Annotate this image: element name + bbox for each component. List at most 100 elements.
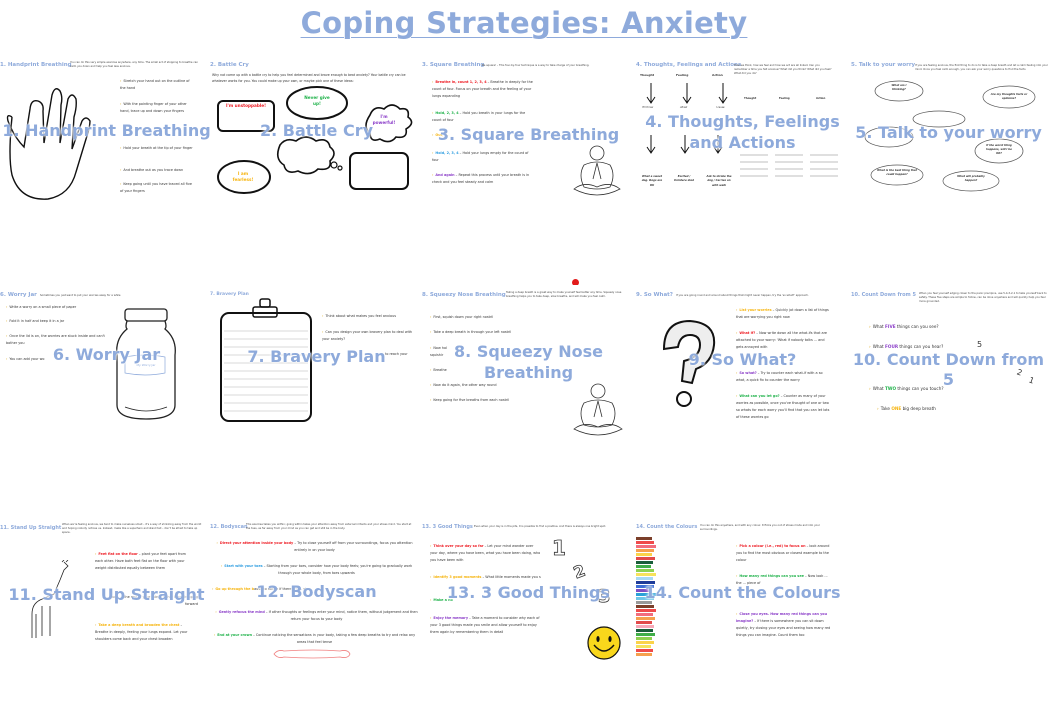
bullet: › List your worries – Quickly jot down a … xyxy=(736,308,829,319)
slide-overlay-label: 10. Count Down from 5 xyxy=(852,350,1045,389)
slide-overlay-label: 4. Thoughts, Feelings and Actions xyxy=(645,112,840,152)
page-title: Coping Strategies: Anxiety xyxy=(300,6,748,40)
bullet: › Breathe xyxy=(430,368,447,372)
worksheet-header: Thought xyxy=(744,97,757,100)
slide-description: Be square! – This four-by-four technique… xyxy=(482,64,590,67)
hand-outline-icon xyxy=(6,88,91,200)
bullet: › Stretch your hand out on the outline of… xyxy=(120,79,190,90)
bullet: › What FOUR things can you hear? xyxy=(869,344,944,349)
slide-description: This exercise takes you within; going wi… xyxy=(246,523,412,530)
slide-description: Taking a deep breath is a great way to m… xyxy=(506,291,622,298)
slide-heading: 10. Count Down from 5 xyxy=(851,292,916,298)
bullet: to reach your xyxy=(385,352,408,356)
bubble-text: I'm unstoppable! xyxy=(226,103,266,108)
bullet: › Direct your attention inside your body … xyxy=(216,541,413,552)
bullet: › Feet flat on the floor – plant your fee… xyxy=(95,552,186,570)
example-cell: Ask to stroke the dog / Carries on with … xyxy=(706,175,732,187)
slide-squeezy-nose-breathing[interactable]: 8. Squeezy Nose Breathing Taking a deep … xyxy=(422,285,635,445)
bullet: › Think over your day so far – Let your m… xyxy=(430,544,541,562)
bullet: › Once the lid is on, the worries are stu… xyxy=(6,334,105,345)
slide-overlay-label: 5. Talk to your worry xyxy=(855,123,1042,142)
slide-handprint-breathing[interactable]: 1. Handprint Breathing You can do this v… xyxy=(0,55,213,215)
bullet: › Can you design your own bravery plan to… xyxy=(322,330,413,341)
slide-heading: 12. Bodyscan xyxy=(210,524,248,530)
bullet: › Take a deep breath in through your left… xyxy=(430,330,512,334)
slide-description: Even when your day is in the pits, it is… xyxy=(474,525,607,528)
slide-heading: 2. Battle Cry xyxy=(210,62,249,68)
bullet: › What FIVE things can you see? xyxy=(869,324,939,329)
cloud-question: What will probably happen? xyxy=(957,175,985,182)
bullet: › Keep going for five breaths from each n… xyxy=(430,398,510,402)
slide-so-what[interactable]: 9. So What? If you are going round and a… xyxy=(636,285,849,445)
bullet: › Make a no xyxy=(430,598,453,602)
example-cell: Excited / Unintere sted xyxy=(673,175,695,183)
slide-heading: 14. Count the Colours xyxy=(636,524,698,530)
bullet: › Go up through the bause to notice if th… xyxy=(212,587,309,591)
outlined-digit: 2 xyxy=(570,560,589,583)
down-arrows-icon xyxy=(646,83,728,154)
cloud-question: What am I thinking? xyxy=(891,84,907,91)
slide-description: If you are feeling anxious, the first th… xyxy=(915,64,1048,71)
slide-heading: 4. Thoughts, Feelings and Actions xyxy=(636,62,742,68)
slide-overlay-label: 3. Square Breathing xyxy=(437,125,620,144)
slide-overlay-label: 14. Count the Colours xyxy=(644,583,841,602)
bullet: › Hold, 2, 3, 4 – Hold your lungs empty f… xyxy=(432,151,529,162)
bubble-text: I am fearless! xyxy=(232,171,254,182)
slide-heading: 9. So What? xyxy=(636,292,673,298)
bullet: › And breathe out as you trace down xyxy=(120,168,184,172)
giraffe-icon xyxy=(31,560,69,638)
bullet: › Close you eyes. How many red things can… xyxy=(736,612,831,637)
slide-3-good-things[interactable]: 13. 3 Good Things Even when your day is … xyxy=(422,515,635,675)
slide-description: Sometimes you just want to put your worr… xyxy=(40,294,121,297)
bullet: › Write a worry on a small piece of paper xyxy=(6,305,77,309)
bullet: › You can add your wo xyxy=(6,357,45,361)
bullet: › Enjoy the memory – Take a moment to con… xyxy=(430,616,540,634)
slide-bravery-plan[interactable]: 7. Bravery Plan › Think about what makes … xyxy=(210,285,423,445)
slide-description: If you are going round and around about … xyxy=(676,294,809,297)
slide-overlay-label: 13. 3 Good Things xyxy=(447,583,610,602)
bullet: › Pick a colour (i.e., red) to focus on –… xyxy=(736,544,830,562)
question-mark-icon xyxy=(662,319,716,407)
meditating-figure-icon xyxy=(573,145,621,196)
example-cell: It'll throw xyxy=(642,106,654,109)
column-header: Feeling xyxy=(676,73,689,77)
bullet: › And again – Repeat this process until y… xyxy=(432,173,530,184)
slide-overlay-label: 8. Squeezy Nose Breathing xyxy=(454,342,603,382)
bullet: › Now hol squishir xyxy=(430,346,447,357)
bullet: › What can you let go? – Counter as many … xyxy=(736,394,830,419)
bullet: › Keep going until you have traced all fi… xyxy=(120,182,192,193)
slide-description: You can do this anywhere, and with any c… xyxy=(700,524,820,531)
bullet: › With the pointing finger of your other … xyxy=(120,102,187,113)
slide-description: You can do this very simple exercise any… xyxy=(70,61,199,68)
slide-description: Why not come up with a battle cry to hel… xyxy=(212,73,406,83)
slide-description: When you feel yourself edging closer to … xyxy=(919,292,1047,303)
slide-overlay-label: 12. Bodyscan xyxy=(256,582,377,601)
slide-stand-up-straight[interactable]: 11. Stand Up Straight When we're feeling… xyxy=(0,515,213,675)
slide-count-down-from-5[interactable]: 10. Count Down from 5 When you feel your… xyxy=(849,285,1048,445)
bullet: › Take ONE big deep breath xyxy=(877,406,936,411)
bubble-text: I'm powerful! xyxy=(372,114,396,125)
slide-talk-to-your-worry[interactable]: 5. Talk to your worry If you are feeling… xyxy=(849,55,1048,215)
slide-overlay-label: 11. Stand Up Straight xyxy=(8,585,205,604)
bullet: ack. ... the rest of your spine, rather … xyxy=(111,595,198,606)
slide-square-breathing[interactable]: 3. Square Breathing Be square! – This fo… xyxy=(422,55,635,215)
slide-battle-cry[interactable]: 2. Battle Cry Why not come up with a bat… xyxy=(210,55,423,215)
slide-heading: 3. Square Breathing xyxy=(422,62,485,68)
bullet: › Think about what makes you feel anxious xyxy=(322,314,396,318)
bullet: › Fold it in half and keep it in a jar xyxy=(6,319,65,323)
slide-heading: 1. Handprint Breathing xyxy=(0,62,72,68)
column-header: Thought xyxy=(640,73,655,77)
cursor-marker-dot xyxy=(572,279,579,286)
bullet: › End at your crown – Continue noticing t… xyxy=(213,633,416,644)
slide-heading: 8. Squeezy Nose Breathing xyxy=(422,292,506,298)
bullet: › Now do it again, the other way round xyxy=(430,383,497,387)
slide-bodyscan[interactable]: 12. Bodyscan This exercise takes you wit… xyxy=(210,515,423,675)
example-cell: I cause xyxy=(716,106,725,109)
slide-thoughts-feelings-actions[interactable]: 4. Thoughts, Feelings and Actions How we… xyxy=(636,55,849,215)
slide-count-the-colours[interactable]: 14. Count the Colours You can do this an… xyxy=(636,515,849,675)
bullet: › Hold your breath at the tip of your fin… xyxy=(120,146,193,150)
bullet: › How many red things can you see – Now l… xyxy=(736,574,828,585)
slide-worry-jar[interactable]: 6. Worry Jar Sometimes you just want to … xyxy=(0,285,213,445)
example-cell: What a sweet dog. Dogs are OK xyxy=(641,175,663,187)
smiley-face-icon xyxy=(587,626,621,660)
